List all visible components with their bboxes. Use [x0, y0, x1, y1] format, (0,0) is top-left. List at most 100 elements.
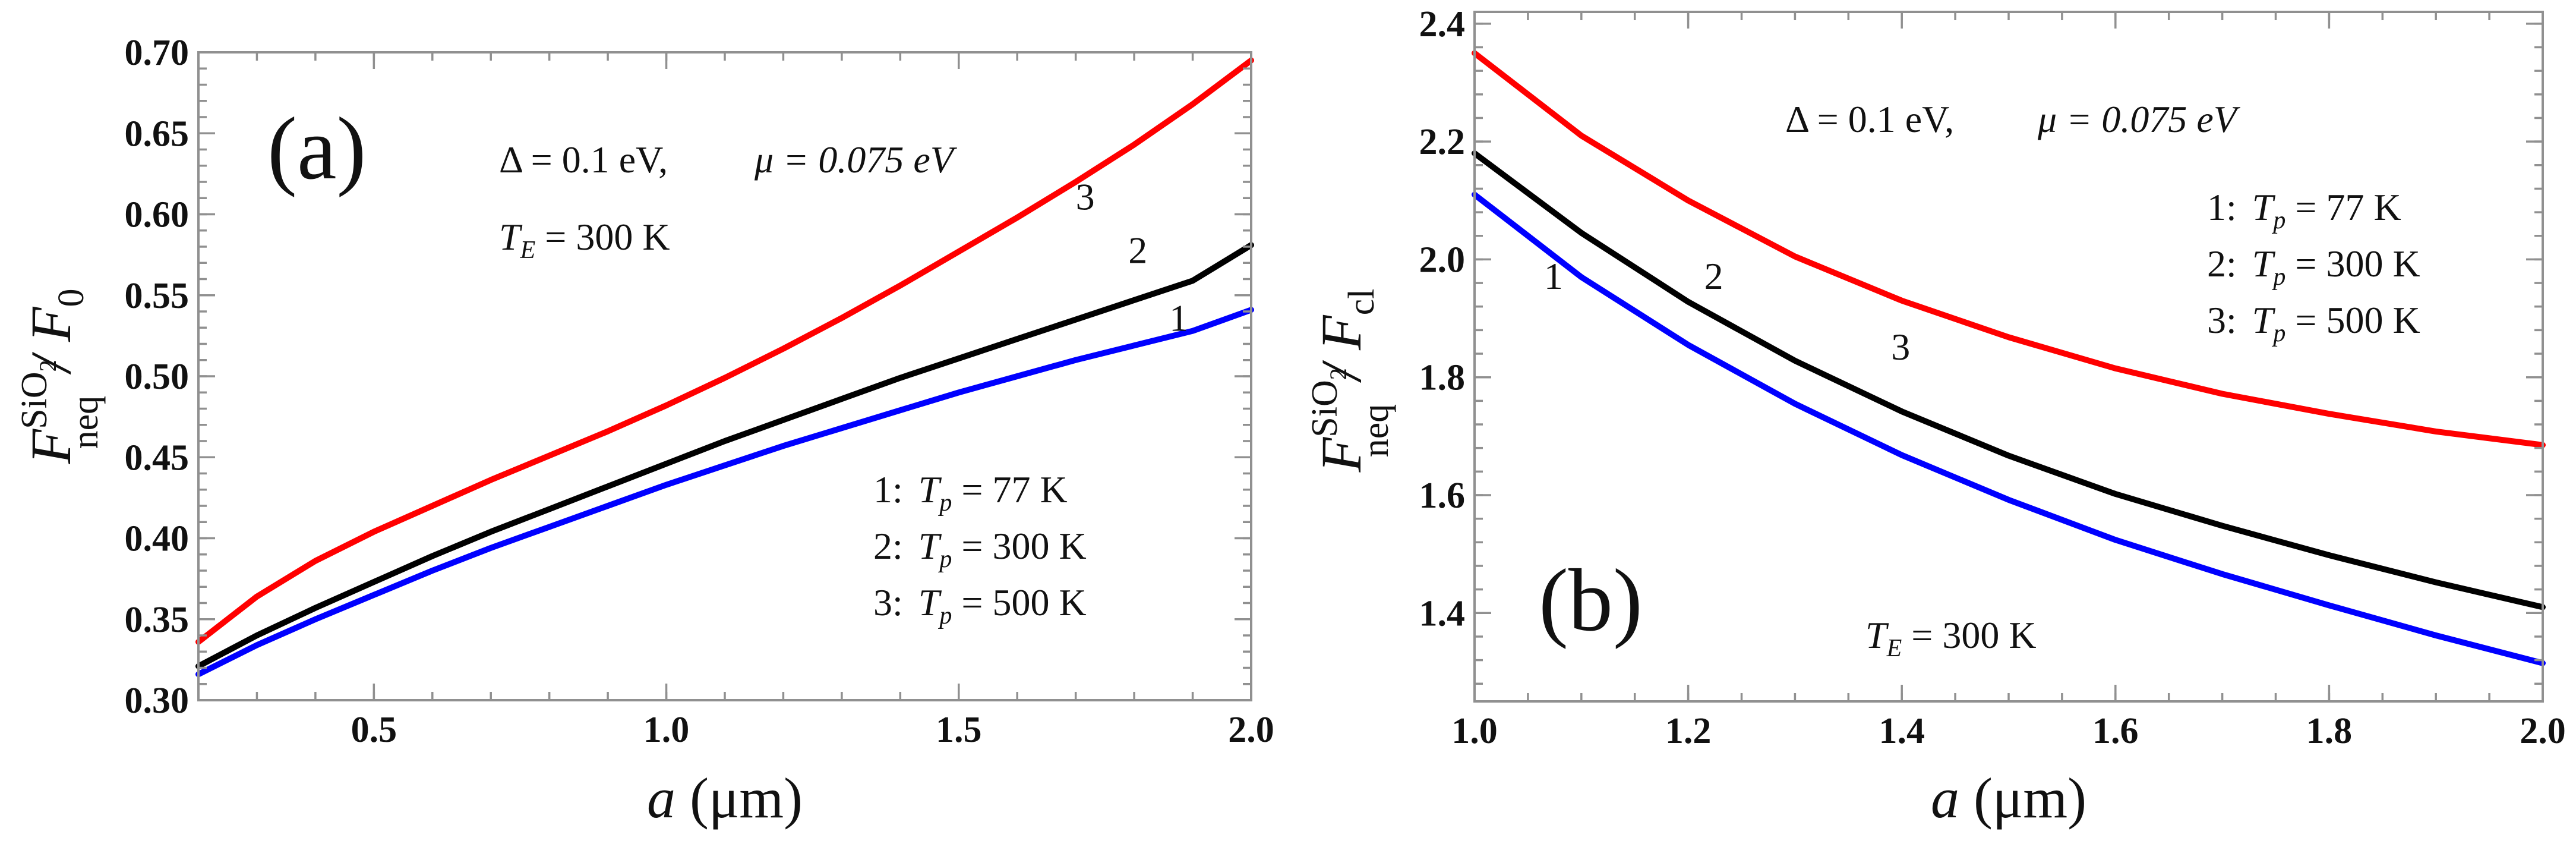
- legend-rest: = 500 K: [2285, 299, 2420, 341]
- y-axis-label-b: FSiO2 neq / Fcl: [1305, 289, 1396, 473]
- legend-sub: p: [937, 546, 952, 573]
- curve-label-1: 1: [1169, 297, 1188, 339]
- y-tick-label: 0.55: [125, 276, 190, 316]
- y-tick-label: 0.50: [125, 357, 190, 397]
- te-sub: E: [1886, 635, 1902, 662]
- te-label-b: TE = 300 K: [1865, 614, 2037, 662]
- curve-label-3: 3: [1891, 326, 1910, 368]
- legend-var: T: [2252, 186, 2276, 228]
- y-axis-sub: neq: [1356, 404, 1396, 458]
- x-tick-label: 1.8: [2306, 711, 2353, 751]
- legend-var: T: [2252, 299, 2276, 341]
- x-tick-label: 1.0: [643, 710, 690, 750]
- x-tick-label: 0.5: [351, 710, 397, 750]
- series-line-3: [1472, 50, 2546, 448]
- legend-var: T: [2252, 243, 2276, 285]
- te-var: T: [499, 216, 523, 258]
- x-axis-unit: (μm): [1959, 766, 2086, 830]
- x-axis-var: a: [1931, 766, 1959, 830]
- legend-sub: p: [937, 489, 952, 517]
- y-axis-sup: SiO: [1305, 380, 1345, 437]
- curve-label-3: 3: [1076, 175, 1095, 218]
- te-sub: E: [520, 237, 536, 264]
- y-tick-label: 0.30: [125, 681, 190, 721]
- y-axis-sup-sub: 2: [34, 360, 61, 372]
- legend-sub: p: [937, 602, 952, 629]
- y-axis-denom-sub: 0: [51, 289, 91, 307]
- series-line-1: [195, 307, 1254, 678]
- legend-rest: = 500 K: [952, 581, 1086, 624]
- params-mu-a: μ = 0.075 eV: [754, 138, 958, 181]
- legend-entry-1: 1: Tp = 77 K: [873, 468, 1068, 517]
- series-line-1: [1472, 191, 2546, 666]
- legend-var: T: [918, 525, 942, 567]
- curve-label-2: 2: [1128, 229, 1147, 271]
- series-line-2: [1472, 150, 2546, 610]
- y-tick-label: 0.60: [125, 195, 190, 235]
- y-axis-denom-sub: cl: [1341, 289, 1382, 316]
- legend-rest: = 77 K: [952, 468, 1067, 511]
- y-axis-sub: neq: [65, 396, 106, 449]
- panel-a: 0.5 1.0 1.5 2.0 0.30 0.35 0.40 0.45 0.50 0.55 0.60…: [14, 33, 1274, 830]
- y-tick-label: 1.4: [1419, 593, 1466, 634]
- legend-var: T: [918, 468, 942, 511]
- legend-num: 2:: [873, 525, 903, 567]
- params-delta-a: Δ = 0.1 eV,: [499, 138, 668, 181]
- x-tick-label: 1.4: [1879, 711, 1925, 751]
- series-line-3: [195, 57, 1254, 645]
- legend-entry-3: 3: Tp = 500 K: [873, 581, 1087, 629]
- legend-rest: = 77 K: [2285, 186, 2401, 228]
- x-tick-label: 2.0: [1228, 710, 1274, 750]
- curve-label-1: 1: [1544, 255, 1563, 297]
- y-axis-sup: SiO: [14, 372, 55, 429]
- y-axis-sup-sub: 2: [1325, 368, 1352, 380]
- legend-sub: p: [2271, 207, 2285, 234]
- y-tick-label: 2.2: [1419, 122, 1466, 162]
- y-tick-label: 0.40: [125, 519, 190, 559]
- x-axis-unit: (μm): [675, 766, 803, 830]
- legend-var: T: [918, 581, 942, 624]
- series-line-2: [195, 242, 1254, 669]
- panel-b: 1.0 1.2 1.4 1.6 1.8 2.0 1.4 1.6 1.8 2.0 2.2 2.4 (b)…: [1305, 4, 2566, 830]
- y-tick-label: 1.6: [1419, 476, 1466, 516]
- legend-rest: = 300 K: [2285, 243, 2420, 285]
- y-axis-label-a: FSiO2 neq / F0: [14, 289, 106, 465]
- y-tick-label: 0.70: [125, 33, 190, 73]
- legend-num: 3:: [2207, 299, 2237, 341]
- x-tick-label: 1.5: [936, 710, 982, 750]
- te-rest: = 300 K: [535, 216, 670, 258]
- y-axis-var: F: [19, 428, 83, 464]
- legend-sub: p: [2271, 263, 2285, 291]
- x-tick-label: 1.6: [2092, 711, 2139, 751]
- x-axis-label-b: a (μm): [1931, 766, 2086, 830]
- params-mu-b: μ = 0.075 eV: [2037, 98, 2241, 140]
- legend-entry-2: 2: Tp = 300 K: [2207, 243, 2420, 291]
- y-axis-denom: / F: [1309, 314, 1373, 383]
- legend-rest: = 300 K: [952, 525, 1086, 567]
- legend-sub: p: [2271, 320, 2285, 347]
- legend-entry-2: 2: Tp = 300 K: [873, 525, 1087, 573]
- x-tick-label: 1.2: [1665, 711, 1712, 751]
- x-tick-label: 1.0: [1451, 711, 1498, 751]
- legend-num: 3:: [873, 581, 903, 624]
- panel-label-b: (b): [1539, 551, 1643, 650]
- x-axis-label-a: a (μm): [647, 766, 803, 830]
- panel-label-a: (a): [267, 99, 366, 198]
- y-tick-label: 1.8: [1419, 358, 1466, 398]
- x-axis-var: a: [647, 766, 675, 830]
- legend-num: 2:: [2207, 243, 2237, 285]
- legend-num: 1:: [873, 468, 903, 511]
- y-axis-denom: / F: [19, 306, 83, 375]
- y-tick-label: 0.35: [125, 600, 190, 640]
- te-var: T: [1865, 614, 1889, 656]
- legend-a: 1: Tp = 77 K 2: Tp = 300 K 3: Tp = 500 K: [873, 468, 1087, 629]
- params-delta-b: Δ = 0.1 eV,: [1785, 98, 1954, 140]
- legend-entry-1: 1: Tp = 77 K: [2207, 186, 2401, 234]
- y-tick-label: 0.45: [125, 437, 190, 478]
- y-axis-var: F: [1309, 436, 1373, 473]
- y-tick-label: 2.4: [1419, 4, 1466, 45]
- x-tick-label: 2.0: [2520, 711, 2566, 751]
- te-rest: = 300 K: [1902, 614, 2036, 656]
- y-tick-label: 2.0: [1419, 240, 1466, 280]
